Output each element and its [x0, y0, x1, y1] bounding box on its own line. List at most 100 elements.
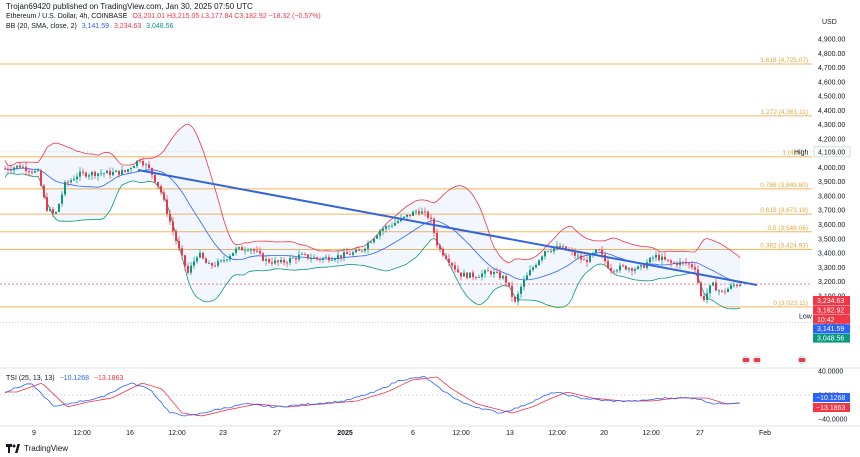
price-badge-text: 10:42 [817, 317, 835, 324]
candle-body [217, 261, 219, 266]
candle-body [151, 167, 153, 175]
fib-level-label: 0.382 (3,424.93) [760, 242, 808, 249]
tradingview-brand: TradingView [6, 444, 68, 453]
symbol-legend[interactable]: Ethereum / U.S. Dollar, 4h, COINBASE O3,… [6, 13, 321, 20]
candle-body [274, 260, 276, 264]
candle-body [493, 272, 495, 275]
candle-body [4, 168, 6, 170]
candle-body [337, 255, 339, 259]
candle-body [661, 256, 663, 261]
candle-body [631, 268, 633, 271]
candle-body [202, 252, 204, 259]
low-label: Low [799, 313, 813, 320]
candle-body [37, 170, 39, 172]
candle-body [658, 254, 660, 261]
candle-body [691, 264, 693, 268]
candle-body [484, 270, 486, 274]
candle-body [10, 169, 12, 171]
candle-body [679, 261, 681, 266]
candle-body [481, 273, 483, 278]
time-tick-label: 6 [411, 430, 415, 437]
candle-body [445, 255, 447, 259]
candle-body [22, 166, 24, 168]
candle-body [391, 225, 393, 227]
price-axis[interactable]: USD 4,900.00 4,800.00 4,700.00 4,600.00 4,500… [794, 19, 851, 343]
candle-body [502, 276, 504, 279]
candle-body [112, 171, 114, 176]
currency-label: USD [822, 19, 837, 26]
candle-body [652, 257, 654, 259]
price-tick-label: 3,900.00 [818, 179, 845, 186]
bb-lower: 3,048.56 [146, 23, 174, 30]
price-tick-label: 4,500.00 [818, 94, 845, 101]
candle-body [310, 258, 312, 260]
fib-level-label: 0.786 (3,849.80) [760, 182, 808, 189]
candle-body [250, 249, 252, 251]
candle-body [739, 284, 741, 286]
time-tick-label: 23 [219, 430, 227, 437]
time-axis[interactable]: 9 12:00 16 12:00 23 27 2025 6 12:00 13 12:00 20 12:0… [32, 430, 771, 437]
price-badge [813, 296, 850, 305]
candle-body [409, 214, 411, 216]
candle-body [703, 295, 705, 301]
candle-body [358, 249, 360, 251]
candle-body [487, 270, 489, 272]
candle-body [625, 266, 627, 270]
candle-body [397, 221, 399, 223]
bollinger-bands [4, 123, 741, 310]
time-tick-label: 12:00 [642, 430, 660, 437]
price-tick-label: 3,300.00 [818, 265, 845, 272]
candle-body [19, 165, 21, 168]
candle-body [622, 265, 624, 267]
candle-body [508, 282, 510, 286]
candle-body [28, 170, 30, 172]
candle-body [394, 222, 396, 226]
candle-body [91, 172, 93, 176]
candle-body [721, 290, 723, 292]
price-tick-label: 3,700.00 [818, 208, 845, 215]
candle-body [172, 221, 174, 232]
price-tick-label: 3,500.00 [818, 236, 845, 243]
tsi-value: −10.1268 [59, 375, 89, 382]
candle-body [460, 272, 462, 277]
candle-body [490, 271, 492, 275]
candle-body [685, 261, 687, 264]
tsi-badge [813, 403, 850, 412]
candle-body [535, 265, 537, 268]
candle-body [187, 265, 189, 273]
candle-body [88, 175, 90, 177]
candle-body [70, 180, 72, 183]
fib-level-label: 0 (3,023.11) [773, 300, 808, 307]
candle-body [475, 277, 477, 279]
trend-line[interactable] [137, 169, 758, 286]
candle-body [427, 211, 429, 218]
tsi-legend[interactable]: TSI (25, 13, 13) −10.1268 −13.1863 [6, 375, 123, 382]
candle-body [466, 272, 468, 278]
bb-basis: 3,141.59 [81, 23, 110, 30]
candle-body [229, 255, 231, 260]
tsi-signal-line [5, 376, 741, 417]
candle-body [64, 181, 66, 195]
candle-body [85, 172, 87, 177]
candle-body [526, 275, 528, 280]
candle-body [220, 260, 222, 262]
fibonacci-levels: 1.618 (4,725.07) 1.272 (4,361.11) 1 (4,07.… [0, 57, 812, 308]
candle-body [307, 254, 309, 259]
candle-body [124, 170, 126, 172]
candle-body [118, 170, 120, 175]
bb-legend[interactable]: BB (20, SMA, close, 2) 3,141.59 3,234.63… [6, 23, 173, 30]
candle-body [382, 228, 384, 231]
price-badge-text: 3,182.92 [817, 307, 844, 314]
fib-level-label: 1 (4,07... [782, 150, 808, 157]
candle-body [193, 261, 195, 266]
candle-body [349, 254, 351, 255]
tsi-tick-label: 40.0000 [818, 369, 843, 376]
candle-body [709, 285, 711, 294]
candle-body [232, 252, 234, 256]
candle-body [52, 208, 54, 214]
candle-body [514, 296, 516, 302]
candle-body [133, 166, 135, 169]
candle-body [31, 171, 33, 173]
candle-body [298, 254, 300, 260]
